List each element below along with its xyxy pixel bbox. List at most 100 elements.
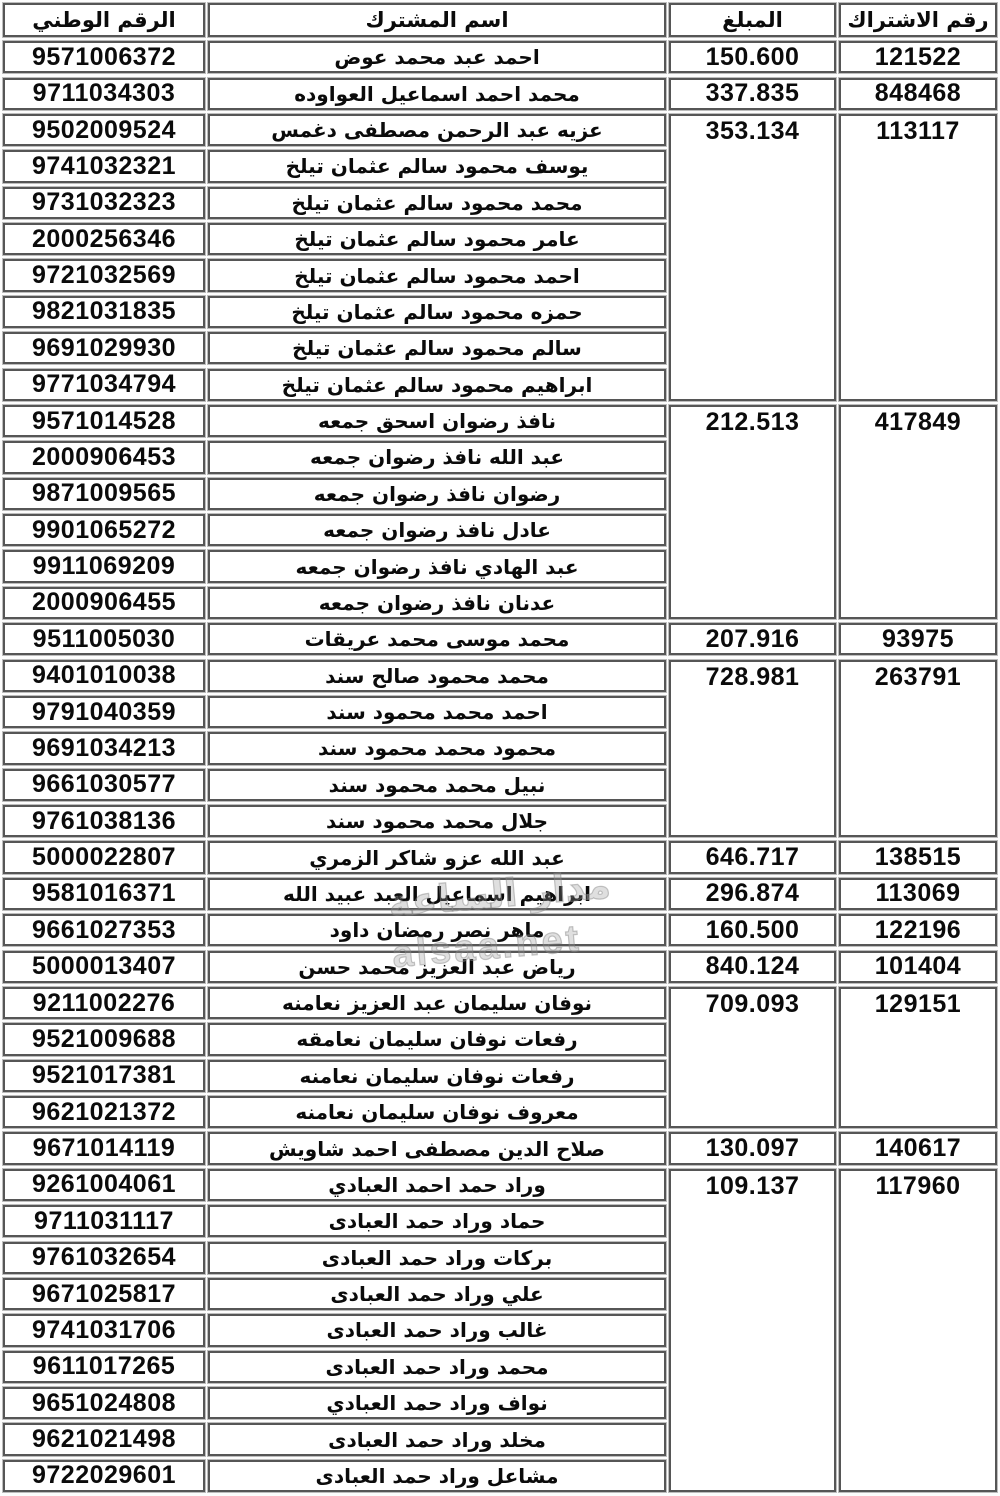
subscription-number-cell: 122196 <box>839 914 997 947</box>
subscription-number-cell: 140617 <box>839 1132 997 1165</box>
subscriber-name-cell: عبد الله نافذ رضوان جمعه <box>208 441 666 474</box>
subscriber-name-cell: غالب وراد حمد العبادى <box>208 1314 666 1347</box>
subscription-number-cell: 263791 <box>839 659 997 838</box>
subscriber-name-cell: مشاعل وراد حمد العبادى <box>208 1459 666 1492</box>
subscriber-name-cell: حمزه محمود سالم عثمان تيلخ <box>208 295 666 328</box>
amount-cell: 728.981 <box>669 659 836 838</box>
header-amount: المبلغ <box>669 3 836 37</box>
national-number-cell: 9401010038 <box>3 659 205 692</box>
subscriber-name-cell: نواف وراد حمد العبادي <box>208 1387 666 1420</box>
national-number-cell: 9621021372 <box>3 1096 205 1129</box>
subscription-number-cell: 138515 <box>839 841 997 874</box>
subscription-number-cell: 93975 <box>839 623 997 656</box>
national-number-cell: 9721032569 <box>3 259 205 292</box>
amount-cell: 130.097 <box>669 1132 836 1165</box>
national-number-cell: 9791040359 <box>3 695 205 729</box>
subscriber-name-cell: احمد محمود سالم عثمان تيلخ <box>208 259 666 292</box>
subscriber-name-cell: وراد حمد احمد العبادي <box>208 1168 666 1201</box>
subscriber-name-cell: محمد احمد اسماعيل العواوده <box>208 77 666 110</box>
subscriber-name-cell: محمد محمود سالم عثمان تيلخ <box>208 186 666 219</box>
subscriber-name-cell: ابراهيم محمود سالم عثمان تيلخ <box>208 368 666 401</box>
subscriber-name-cell: نوفان سليمان عبد العزيز نعامنه <box>208 986 666 1020</box>
subscriber-name-cell: مخلد وراد حمد العبادى <box>208 1423 666 1456</box>
subscriber-name-cell: ابراهيم اسماعيل العبد عبيد الله <box>208 877 666 910</box>
national-number-cell: 9521009688 <box>3 1023 205 1056</box>
subscriber-name-cell: محمود محمد محمود سند <box>208 732 666 765</box>
national-number-cell: 9671025817 <box>3 1277 205 1311</box>
subscription-number-cell: 417849 <box>839 404 997 619</box>
subscriber-name-cell: عامر محمود سالم عثمان تيلخ <box>208 223 666 256</box>
national-number-cell: 9691034213 <box>3 732 205 765</box>
subscriber-name-cell: عزيه عبد الرحمن مصطفى دغمس <box>208 113 666 147</box>
amount-cell: 353.134 <box>669 113 836 401</box>
national-number-cell: 9502009524 <box>3 113 205 147</box>
header-subscription-number: رقم الاشتراك <box>839 3 997 37</box>
subscriber-name-cell: جلال محمد محمود سند <box>208 805 666 838</box>
national-number-cell: 9671014119 <box>3 1132 205 1165</box>
national-number-cell: 9571006372 <box>3 41 205 74</box>
national-number-cell: 9511005030 <box>3 623 205 656</box>
amount-cell: 207.916 <box>669 623 836 656</box>
amount-cell: 840.124 <box>669 950 836 983</box>
amount-cell: 160.500 <box>669 914 836 947</box>
national-number-cell: 9722029601 <box>3 1459 205 1492</box>
national-number-cell: 9731032323 <box>3 186 205 219</box>
national-number-cell: 9911069209 <box>3 550 205 583</box>
national-number-cell: 9661030577 <box>3 768 205 801</box>
national-number-cell: 9521017381 <box>3 1059 205 1092</box>
national-number-cell: 9761032654 <box>3 1241 205 1274</box>
national-number-cell: 9571014528 <box>3 404 205 438</box>
subscriber-name-cell: رضوان نافذ رضوان جمعه <box>208 477 666 510</box>
subscription-number-cell: 848468 <box>839 77 997 110</box>
national-number-cell: 9871009565 <box>3 477 205 510</box>
subscriber-name-cell: ماهر نصر رمضان داود <box>208 914 666 947</box>
subscriber-name-cell: صلاح الدين مصطفى احمد شاويش <box>208 1132 666 1165</box>
national-number-cell: 5000022807 <box>3 841 205 874</box>
national-number-cell: 2000906455 <box>3 586 205 619</box>
national-number-cell: 9661027353 <box>3 914 205 947</box>
national-number-cell: 9761038136 <box>3 805 205 838</box>
national-number-cell: 9711031117 <box>3 1205 205 1238</box>
header-subscriber-name: اسم المشترك <box>208 3 666 37</box>
subscriber-name-cell: نافذ رضوان اسحق جمعه <box>208 404 666 438</box>
subscriber-name-cell: معروف نوفان سليمان نعامنه <box>208 1096 666 1129</box>
national-number-cell: 9901065272 <box>3 514 205 547</box>
amount-cell: 709.093 <box>669 986 836 1129</box>
subscription-number-cell: 117960 <box>839 1168 997 1492</box>
national-number-cell: 9261004061 <box>3 1168 205 1201</box>
subscriber-name-cell: رفعات نوفان سليمان نعامقه <box>208 1023 666 1056</box>
subscriber-name-cell: احمد محمد محمود سند <box>208 695 666 729</box>
header-national-number: الرقم الوطني <box>3 3 205 37</box>
amount-cell: 296.874 <box>669 877 836 910</box>
national-number-cell: 9691029930 <box>3 332 205 365</box>
national-number-cell: 9711034303 <box>3 77 205 110</box>
subscription-number-cell: 113117 <box>839 113 997 401</box>
national-number-cell: 9741032321 <box>3 150 205 183</box>
national-number-cell: 2000906453 <box>3 441 205 474</box>
subscriber-name-cell: حماد وراد حمد العبادى <box>208 1205 666 1238</box>
amount-cell: 109.137 <box>669 1168 836 1492</box>
subscriber-name-cell: عادل نافذ رضوان جمعه <box>208 514 666 547</box>
subscriber-name-cell: نبيل محمد محمود سند <box>208 768 666 801</box>
national-number-cell: 9611017265 <box>3 1350 205 1383</box>
subscriber-name-cell: عبد الهادي نافذ رضوان جمعه <box>208 550 666 583</box>
subscriber-name-cell: بركات وراد حمد العبادى <box>208 1241 666 1274</box>
amount-cell: 337.835 <box>669 77 836 110</box>
subscription-number-cell: 113069 <box>839 877 997 910</box>
national-number-cell: 9771034794 <box>3 368 205 401</box>
national-number-cell: 5000013407 <box>3 950 205 983</box>
subscriber-name-cell: عبد الله عزو شاكر الزمري <box>208 841 666 874</box>
subscriber-name-cell: رياض عبد العزيز محمد حسن <box>208 950 666 983</box>
national-number-cell: 2000256346 <box>3 223 205 256</box>
national-number-cell: 9741031706 <box>3 1314 205 1347</box>
subscription-number-cell: 121522 <box>839 41 997 74</box>
subscriber-name-cell: علي وراد حمد العبادى <box>208 1277 666 1311</box>
national-number-cell: 9581016371 <box>3 877 205 910</box>
subscriber-name-cell: سالم محمود سالم عثمان تيلخ <box>208 332 666 365</box>
national-number-cell: 9211002276 <box>3 986 205 1020</box>
subscriber-name-cell: محمد محمود صالح سند <box>208 659 666 692</box>
national-number-cell: 9651024808 <box>3 1387 205 1420</box>
subscriber-name-cell: محمد موسى محمد عريقات <box>208 623 666 656</box>
